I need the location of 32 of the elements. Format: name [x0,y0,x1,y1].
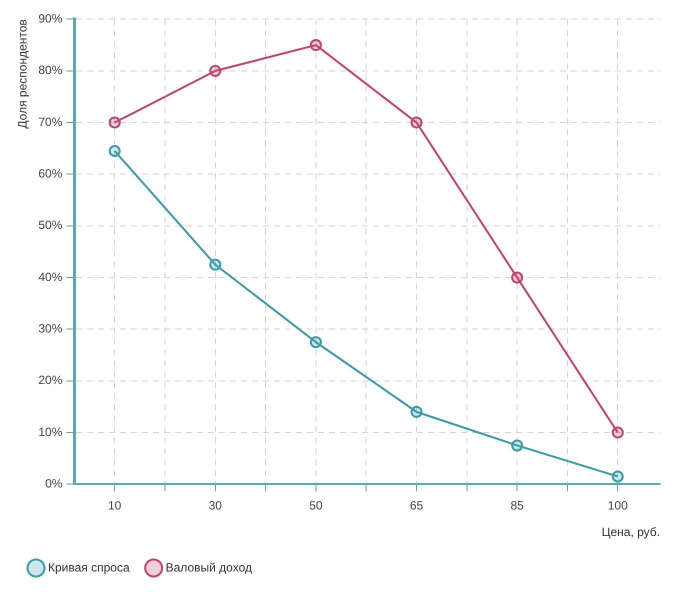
x-tick-label: 50 [309,498,323,513]
legend-label: Кривая спроса [48,560,130,574]
y-tick-label: 90% [38,12,63,26]
y-tick-label: 0% [45,476,63,491]
y-tick-label: 50% [38,218,63,232]
x-tick-label: 65 [410,498,424,513]
x-tick-label: 10 [108,498,122,513]
point [410,406,423,418]
legend-label: Валовый доход [166,560,252,574]
point [310,39,322,52]
y-tick-label: 60% [38,166,63,181]
x-tick-label: 85 [510,498,524,513]
point [209,258,222,271]
point [511,439,524,452]
y-tick-label: 70% [38,114,63,129]
y-tick-label: 40% [38,270,63,284]
point [310,336,322,348]
point [209,64,222,77]
point [612,426,624,439]
y-tick-label: 10% [38,424,63,439]
point [108,144,121,157]
y-axis-title: Доля респондентов [16,19,30,129]
x-axis-title: Цена, руб. [602,525,660,540]
x-tick-label: 30 [208,498,222,513]
y-tick-label: 30% [38,322,63,336]
point [410,116,423,129]
point [511,272,524,284]
point [108,116,121,129]
x-tick-label: 100 [608,498,628,513]
y-tick-label: 80% [38,63,63,78]
point [612,470,624,482]
y-tick-label: 20% [38,373,63,388]
